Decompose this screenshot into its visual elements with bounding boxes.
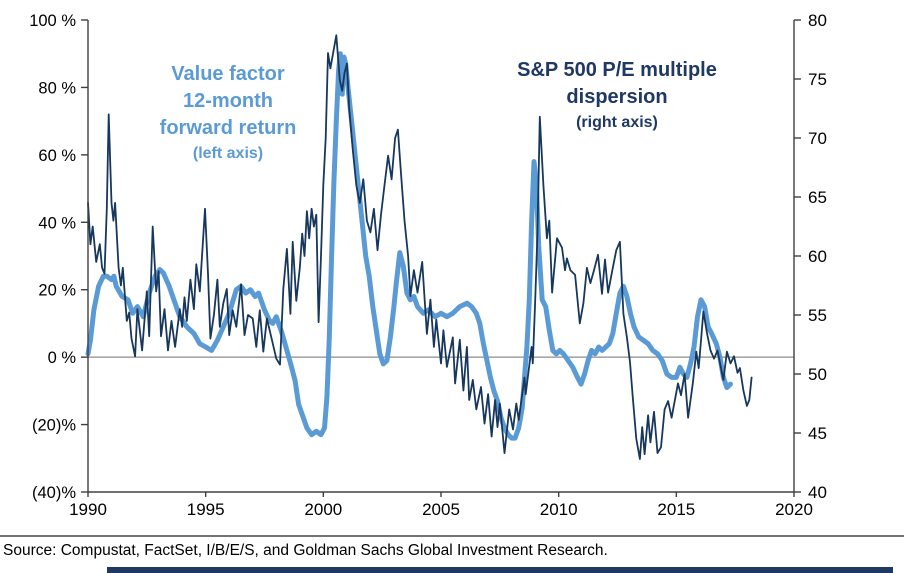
- svg-text:1995: 1995: [187, 500, 225, 519]
- svg-text:40 %: 40 %: [38, 214, 76, 232]
- pe-dispersion-label-line1: S&P 500 P/E multiple: [517, 59, 717, 81]
- svg-text:2010: 2010: [540, 500, 578, 519]
- svg-text:2000: 2000: [304, 500, 342, 519]
- svg-text:80 %: 80 %: [38, 79, 76, 97]
- svg-text:65: 65: [808, 188, 827, 207]
- footer-divider: [0, 535, 904, 537]
- series-label-value-factor: Value factor 12-month forward return (le…: [160, 61, 297, 165]
- svg-text:2020: 2020: [775, 500, 813, 519]
- svg-text:40: 40: [808, 483, 827, 502]
- svg-text:60 %: 60 %: [38, 147, 76, 165]
- pe-dispersion-axis-note: (right axis): [576, 114, 658, 131]
- svg-text:45: 45: [808, 424, 827, 443]
- pe-dispersion-label-line2: dispersion: [566, 86, 668, 108]
- value-factor-label-line2: 12-month: [183, 90, 273, 112]
- x-axis-ticks: 1990 1995 2000 2005 2010 2015 2020: [69, 492, 813, 519]
- svg-text:0 %: 0 %: [48, 349, 77, 367]
- svg-text:(40)%: (40)%: [32, 484, 76, 502]
- svg-text:55: 55: [808, 306, 827, 325]
- svg-text:50: 50: [808, 365, 827, 384]
- value-factor-line: [85, 51, 733, 441]
- svg-text:80: 80: [808, 11, 827, 30]
- svg-text:2005: 2005: [422, 500, 460, 519]
- series-label-pe-dispersion: S&P 500 P/E multiple dispersion (right a…: [517, 57, 717, 134]
- pe-dispersion-line: [87, 34, 753, 460]
- left-axis-ticks: 100 % 80 % 60 % 40 % 20 % 0 % (20)% (40)%: [29, 12, 88, 502]
- svg-text:70: 70: [808, 129, 827, 148]
- value-factor-label-line1: Value factor: [171, 63, 285, 85]
- svg-text:60: 60: [808, 247, 827, 266]
- bottom-table-edge: [107, 567, 893, 573]
- right-axis-ticks: 80 75 70 65 60 55 50 45 40: [794, 11, 827, 502]
- source-text: Source: Compustat, FactSet, I/B/E/S, and…: [3, 542, 608, 559]
- svg-text:1990: 1990: [69, 500, 107, 519]
- svg-text:100 %: 100 %: [29, 12, 76, 30]
- value-factor-label-line3: forward return: [159, 117, 297, 139]
- chart-canvas: 100 % 80 % 60 % 40 % 20 % 0 % (20)% (40)% 80 75 70…: [29, 11, 827, 519]
- value-factor-axis-note: (left axis): [192, 145, 264, 162]
- svg-text:(20)%: (20)%: [32, 417, 76, 435]
- svg-text:75: 75: [808, 70, 827, 89]
- svg-text:2015: 2015: [657, 500, 695, 519]
- svg-text:20 %: 20 %: [38, 282, 76, 300]
